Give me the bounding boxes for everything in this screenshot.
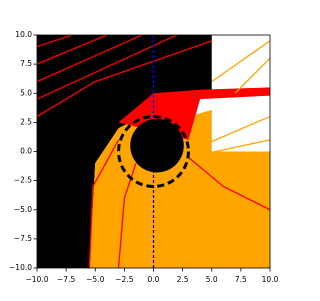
area bbox=[211, 95, 270, 152]
ray-line bbox=[188, 156, 270, 211]
black-disk bbox=[130, 118, 184, 173]
x-tick-label: −2.5 bbox=[115, 275, 133, 284]
y-tick-label: 7.5 bbox=[20, 59, 32, 68]
x-tick-label: −5.0 bbox=[86, 275, 104, 284]
x-tick-label: −10.0 bbox=[26, 275, 49, 284]
ray-line bbox=[188, 115, 270, 153]
ray-line bbox=[37, 209, 73, 268]
y-tick-label: 5.0 bbox=[20, 88, 32, 97]
axes: −10.0 −7.5 −5.0 −2.5 0.0 2.5 5.0 7.5 10.0 −10.0 −7… bbox=[9, 30, 279, 284]
ray-line bbox=[211, 40, 270, 83]
y-tick-label: −10.0 bbox=[9, 263, 32, 272]
ray-line bbox=[88, 139, 120, 268]
x-tick-label: 0.0 bbox=[148, 275, 160, 284]
ray-line bbox=[37, 174, 85, 257]
x-tick-label: −7.5 bbox=[57, 275, 75, 284]
y-tick-label: −5.0 bbox=[14, 205, 32, 214]
y-tick-label: 0.0 bbox=[20, 147, 32, 156]
x-tick-label: 7.5 bbox=[235, 275, 247, 284]
ray-line bbox=[37, 35, 73, 48]
ray-line bbox=[188, 139, 270, 158]
x-tick-label: 5.0 bbox=[206, 275, 218, 284]
x-tick-label: 2.5 bbox=[177, 275, 189, 284]
y-tick-label: 2.5 bbox=[20, 117, 32, 126]
ray-line bbox=[234, 57, 270, 94]
y-tick-label: −7.5 bbox=[14, 234, 32, 243]
plot-area bbox=[37, 35, 270, 268]
dashed-circle bbox=[117, 115, 190, 188]
page: {"chart_data": {"type": "line", "xlim": … bbox=[9, 30, 279, 284]
y-tick-label: 10.0 bbox=[15, 30, 32, 39]
x-tick-label: 10.0 bbox=[262, 275, 279, 284]
y-tick-label: −2.5 bbox=[14, 176, 32, 185]
ray-line bbox=[117, 162, 137, 268]
ray-line bbox=[37, 40, 212, 118]
ray-line bbox=[37, 35, 108, 65]
chart: −10.0 −7.5 −5.0 −2.5 0.0 2.5 5.0 7.5 10.0 −10.0 −7… bbox=[9, 30, 279, 284]
ray-line bbox=[37, 35, 143, 83]
